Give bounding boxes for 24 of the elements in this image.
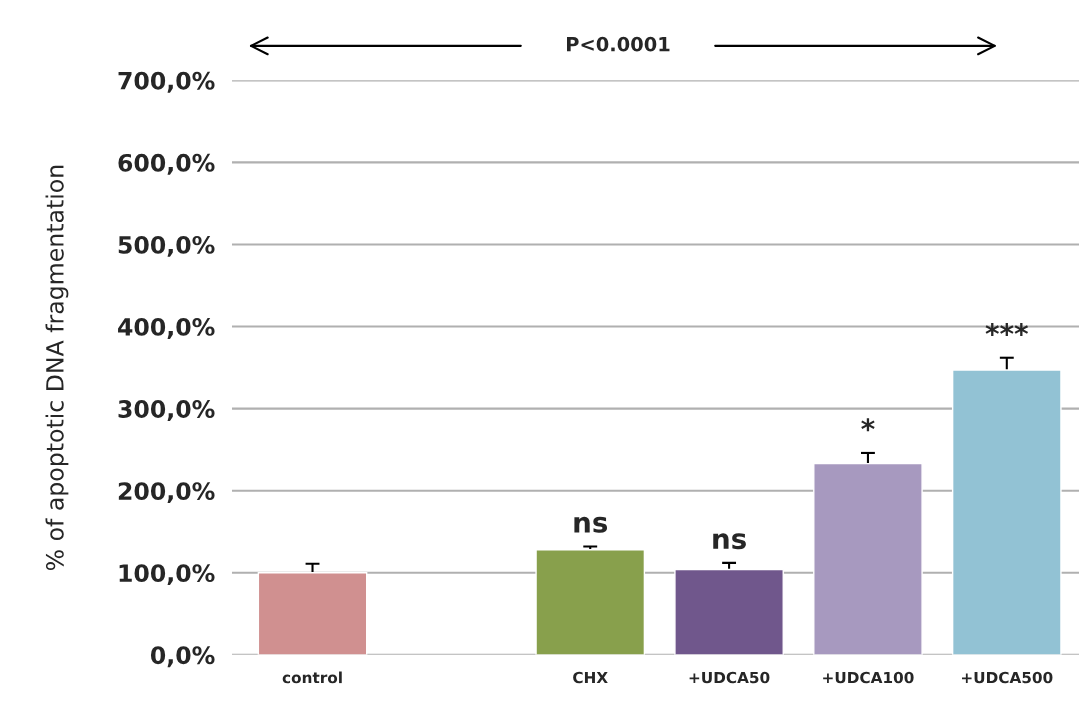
x-tick-label: control: [282, 671, 342, 684]
y-tick-label: 600,0%: [118, 153, 215, 175]
bar: [951, 369, 1062, 655]
x-tick-label: +UDCA50: [689, 671, 770, 684]
y-tick-label: 0,0%: [150, 646, 215, 668]
y-tick-label: 300,0%: [118, 400, 215, 421]
annotation: ns: [713, 533, 746, 550]
text: P<0.0001: [567, 36, 670, 52]
y-tick-label: 200,0%: [118, 482, 215, 504]
annotation: ***: [985, 323, 1029, 336]
bar: [674, 568, 784, 655]
annotation: ns: [574, 516, 608, 533]
x-tick-label: CHX: [573, 671, 608, 684]
x-tick-label: +UDCA500: [962, 671, 1053, 684]
bar: [257, 572, 368, 655]
annotation: *: [861, 418, 875, 432]
x-tick-label: +UDCA100: [823, 671, 914, 684]
y-tick-label: 400,0%: [118, 318, 215, 339]
bar: [535, 549, 646, 655]
y-tick-label: 100,0%: [119, 564, 215, 586]
y-axis-title: % of apoptotic DNA fragmentation: [45, 165, 69, 571]
bar: [813, 462, 923, 655]
y-tick-label: 500,0%: [118, 235, 215, 257]
y-tick-label: 700,0%: [118, 71, 215, 93]
